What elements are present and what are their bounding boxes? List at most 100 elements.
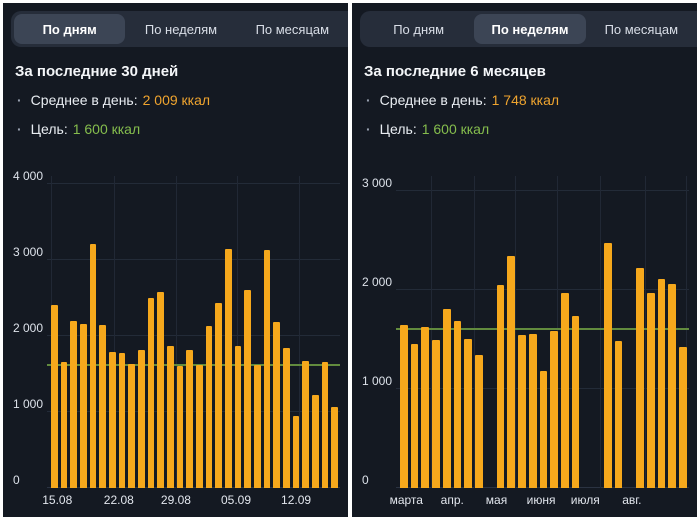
bar[interactable] <box>312 395 319 488</box>
tab-weekly[interactable]: По неделям <box>144 21 218 37</box>
bar[interactable] <box>205 326 213 488</box>
gridline-x <box>114 176 116 488</box>
tab-bar: По дням По неделям По месяцам <box>360 11 697 47</box>
x-axis: марта апр. мая июня июля авг. <box>390 488 689 507</box>
bar[interactable] <box>176 366 184 488</box>
tab-daily[interactable]: По дням <box>393 21 445 37</box>
bar[interactable] <box>539 371 548 488</box>
y-axis-label: 2 000 <box>362 275 393 289</box>
tab-daily[interactable]: По дням <box>14 14 126 44</box>
gridline-x <box>473 176 475 488</box>
bar[interactable] <box>283 348 290 488</box>
bar[interactable] <box>302 361 310 488</box>
bar[interactable] <box>561 293 569 488</box>
y-axis-label: 1 000 <box>13 397 44 411</box>
gridline-x <box>298 176 300 488</box>
bar[interactable] <box>410 344 419 488</box>
bar[interactable] <box>453 321 462 488</box>
bar[interactable] <box>528 334 537 488</box>
bar[interactable] <box>464 339 473 488</box>
gridline-y <box>396 190 689 191</box>
bar[interactable] <box>244 290 252 488</box>
gridline-x <box>237 176 239 488</box>
y-axis-label: 0 <box>13 473 20 487</box>
bar[interactable] <box>254 365 261 488</box>
bar[interactable] <box>109 352 116 488</box>
y-axis: 0 1 000 2 000 3 000 4 000 <box>13 170 47 488</box>
bar[interactable] <box>636 268 644 488</box>
bar[interactable] <box>442 309 451 488</box>
bar[interactable] <box>603 243 612 488</box>
period-title: За последние 6 месяцев <box>364 63 546 80</box>
gridline-x <box>686 176 688 488</box>
bar[interactable] <box>234 346 242 488</box>
tab-monthly[interactable]: По месяцам <box>255 21 330 37</box>
panel-weekly: По дням По неделям По месяцам За последние… <box>352 3 697 517</box>
bar[interactable] <box>70 321 78 488</box>
bar[interactable] <box>167 346 174 488</box>
bar[interactable] <box>400 325 408 488</box>
gridline-x <box>431 176 433 488</box>
bar[interactable] <box>475 355 483 488</box>
x-axis-label: 15.08 <box>42 493 73 507</box>
bar[interactable] <box>147 298 155 488</box>
bar[interactable] <box>668 284 677 488</box>
bar[interactable] <box>496 285 505 488</box>
bar[interactable] <box>157 292 165 488</box>
bar[interactable] <box>571 316 580 488</box>
panel-daily: По дням По неделям По месяцам За последние… <box>3 3 348 517</box>
gridline-y <box>47 259 340 260</box>
tab-monthly[interactable]: По месяцам <box>604 21 679 37</box>
goal-value: 1 600 ккал <box>72 121 141 137</box>
bar[interactable] <box>421 327 430 488</box>
bar[interactable] <box>657 279 666 488</box>
bar[interactable] <box>196 365 203 488</box>
bar[interactable] <box>550 331 559 488</box>
bar[interactable] <box>292 416 300 488</box>
bar[interactable] <box>138 350 145 488</box>
gridline-x <box>599 176 601 488</box>
bar[interactable] <box>99 325 107 488</box>
bar[interactable] <box>273 322 281 488</box>
bar[interactable] <box>215 303 223 488</box>
bullet-icon: · <box>366 92 371 108</box>
gridline-y <box>47 335 340 336</box>
goal-line <box>396 327 689 330</box>
bar[interactable] <box>432 340 440 488</box>
x-axis-label: 29.08 <box>160 493 191 507</box>
average-line: · Среднее в день: 1 748 ккал <box>364 91 685 109</box>
bar[interactable] <box>225 249 232 488</box>
x-axis-label: 22.08 <box>103 493 134 507</box>
bar[interactable] <box>331 407 339 488</box>
x-axis-label: марта <box>389 493 423 507</box>
goal-line <box>47 364 340 367</box>
bar[interactable] <box>263 250 271 488</box>
x-axis-label: июля <box>570 493 600 507</box>
calories-chart-daily: 0 1 000 2 000 3 000 4 000 15.08 22.08 29.08 05.… <box>13 170 340 507</box>
x-axis-label: мая <box>485 493 508 507</box>
goal-text-line: · Цель: 1 600 ккал <box>15 120 336 138</box>
average-line: · Среднее в день: 2 009 ккал <box>15 91 336 109</box>
period-title: За последние 30 дней <box>15 63 179 80</box>
bar[interactable] <box>646 293 655 488</box>
x-axis-label: 12.09 <box>281 493 312 507</box>
tab-bar: По дням По неделям По месяцам <box>11 11 348 47</box>
bar[interactable] <box>51 305 58 488</box>
bar[interactable] <box>128 364 136 488</box>
bar[interactable] <box>679 347 687 488</box>
gridline-y <box>47 487 340 488</box>
bar[interactable] <box>60 362 68 488</box>
bar[interactable] <box>80 324 87 488</box>
bar[interactable] <box>186 350 194 488</box>
bar[interactable] <box>89 244 97 488</box>
bar[interactable] <box>518 335 526 488</box>
plot-area <box>47 176 340 488</box>
average-value: 2 009 ккал <box>142 92 211 108</box>
bar[interactable] <box>614 341 623 488</box>
bar[interactable] <box>321 362 329 488</box>
tab-weekly[interactable]: По неделям <box>474 14 586 44</box>
bar[interactable] <box>118 353 126 488</box>
bar[interactable] <box>507 256 516 488</box>
calories-chart-weekly: 0 1 000 2 000 3 000 марта апр. мая июня июля авг… <box>362 176 689 507</box>
